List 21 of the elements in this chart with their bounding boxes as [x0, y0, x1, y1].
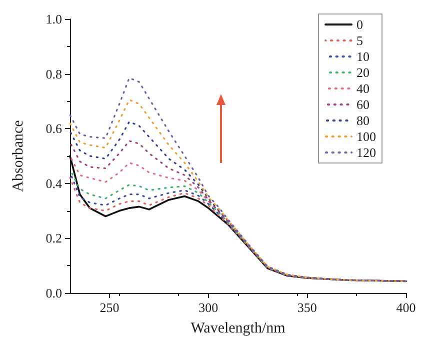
y-tick-label: 0.6	[46, 121, 62, 136]
x-tick-label: 250	[100, 300, 120, 315]
legend-label: 100	[356, 129, 376, 144]
y-tick-label: 0.0	[46, 286, 62, 300]
y-axis-title: Absorbance	[10, 120, 26, 192]
x-axis-title: Wavelength/nm	[190, 320, 286, 336]
legend-label: 60	[356, 97, 370, 112]
legend-label: 10	[356, 49, 370, 64]
legend-label: 40	[356, 81, 370, 96]
legend-label: 120	[356, 145, 376, 160]
legend-label: 20	[356, 65, 370, 80]
x-tick-label: 350	[297, 300, 317, 315]
legend-label: 0	[356, 17, 363, 32]
y-tick-label: 0.8	[46, 66, 62, 82]
x-tick-label: 400	[396, 300, 416, 315]
legend-label: 5	[356, 33, 363, 48]
y-tick-label: 1.0	[46, 12, 62, 26]
x-tick-label: 300	[198, 300, 218, 315]
y-tick-label: 0.4	[46, 176, 62, 191]
y-tick-label: 0.2	[46, 230, 62, 246]
legend-label: 80	[356, 113, 370, 128]
